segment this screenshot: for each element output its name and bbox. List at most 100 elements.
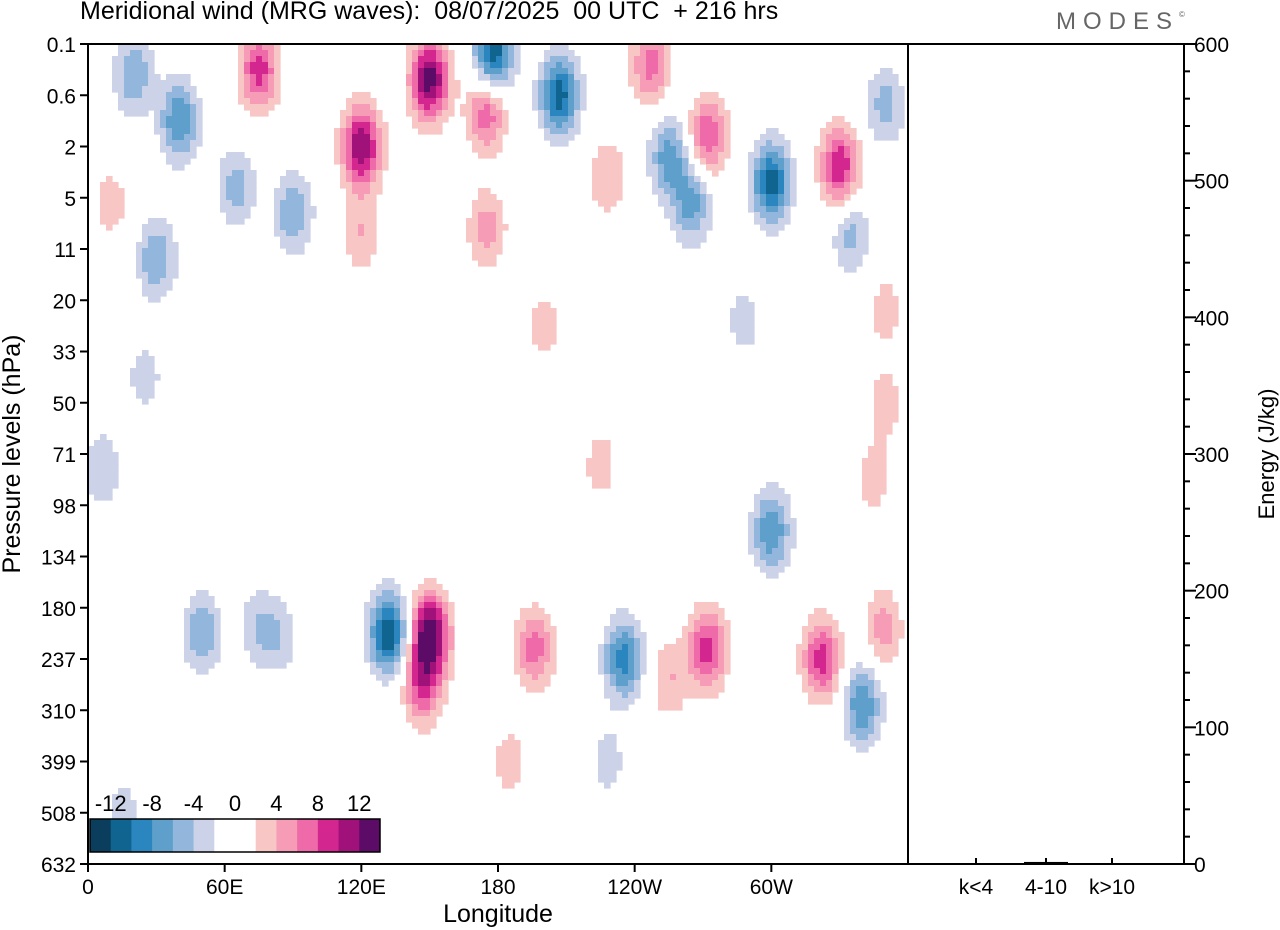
heat-cell — [346, 164, 353, 171]
heat-cell — [802, 686, 815, 693]
heat-cell — [700, 638, 713, 645]
heat-cell — [826, 122, 851, 129]
heat-cell — [190, 662, 215, 669]
heat-cell — [490, 98, 503, 105]
heat-cell — [166, 266, 179, 273]
heat-cell — [184, 608, 197, 615]
heat-cell — [418, 92, 425, 99]
heat-cell — [598, 770, 617, 777]
heat-cell — [88, 482, 119, 489]
heat-cell — [568, 68, 575, 75]
heat-cell — [250, 596, 281, 603]
heat-cell — [628, 62, 635, 69]
heat-cell — [658, 692, 719, 699]
heat-cell — [658, 152, 677, 159]
heat-cell — [502, 44, 509, 51]
heat-cell — [166, 152, 197, 159]
heat-cell — [118, 44, 149, 51]
heat-cell — [340, 164, 347, 171]
heat-cell — [598, 758, 623, 765]
heat-cell — [448, 668, 455, 675]
heat-cell — [850, 710, 857, 717]
heat-cell — [490, 44, 503, 51]
heat-cell — [514, 668, 527, 675]
heat-cell — [346, 230, 359, 237]
heat-cell — [154, 122, 161, 129]
heat-cell — [196, 104, 203, 111]
heat-cell — [472, 122, 479, 129]
heat-cell — [88, 488, 113, 495]
y-tick-label: 508 — [41, 803, 76, 826]
heat-cell — [442, 596, 449, 603]
heat-cell — [670, 674, 677, 681]
heat-cell — [562, 98, 569, 105]
heat-cell — [538, 80, 545, 87]
heat-cell — [214, 620, 221, 627]
heat-cell — [682, 146, 689, 153]
heat-cell — [574, 74, 587, 81]
heat-cell — [880, 68, 893, 75]
heat-cell — [760, 548, 767, 555]
heat-cell — [370, 632, 377, 639]
heat-cell — [256, 614, 275, 621]
heat-cell — [250, 98, 269, 105]
heat-cell — [700, 224, 713, 231]
heat-cell — [724, 134, 731, 141]
heat-cell — [874, 722, 881, 729]
y-tick-label: 310 — [41, 700, 76, 723]
heat-cell — [244, 44, 257, 51]
heat-cell — [112, 74, 125, 81]
heat-cell — [610, 662, 617, 669]
heat-cell — [424, 668, 431, 675]
heat-cell — [406, 704, 413, 711]
heat-cell — [382, 608, 395, 615]
heat-cell — [436, 656, 443, 663]
heat-cell — [418, 644, 437, 651]
heat-cell — [778, 512, 785, 519]
heat-cell — [166, 128, 173, 135]
heat-cell — [604, 206, 611, 213]
y-tick-label: 632 — [41, 854, 76, 877]
heat-cell — [196, 650, 209, 657]
heat-cell — [382, 590, 395, 597]
heat-cell — [100, 206, 125, 213]
heat-cell — [868, 98, 875, 105]
heat-cell — [478, 152, 497, 159]
heat-cell — [808, 632, 821, 639]
heat-cell — [448, 638, 455, 645]
heat-cell — [604, 650, 611, 657]
heat-cell — [610, 656, 617, 663]
heat-cell — [286, 230, 299, 237]
heat-cell — [532, 602, 539, 609]
heat-cell — [406, 668, 413, 675]
heat-cell — [550, 68, 569, 75]
heat-cell — [250, 68, 269, 75]
heat-cell — [634, 668, 641, 675]
heat-cell — [148, 74, 161, 81]
heat-cell — [124, 80, 149, 87]
heat-cell — [778, 542, 785, 549]
heat-cell — [376, 602, 383, 609]
heat-cell — [478, 116, 497, 123]
heat-cell — [214, 644, 221, 651]
heat-cell — [412, 650, 419, 657]
heat-cell — [478, 194, 497, 201]
heat-cell — [778, 560, 791, 567]
heat-cell — [424, 614, 437, 621]
heat-cell — [838, 230, 845, 237]
heat-cell — [382, 614, 395, 621]
heat-cell — [532, 98, 539, 105]
heat-cell — [826, 170, 833, 177]
heat-cell — [448, 608, 455, 615]
heat-cell — [238, 74, 245, 81]
heat-cell — [400, 650, 407, 657]
heat-cell — [406, 56, 413, 63]
heat-cell — [676, 674, 695, 681]
heat-cell — [244, 602, 287, 609]
heat-cell — [766, 182, 779, 189]
heat-cell — [814, 662, 827, 669]
heat-cell — [700, 194, 707, 201]
heat-cell — [544, 134, 575, 141]
y-tick-label: 98 — [53, 495, 76, 518]
heat-cell — [376, 158, 383, 165]
